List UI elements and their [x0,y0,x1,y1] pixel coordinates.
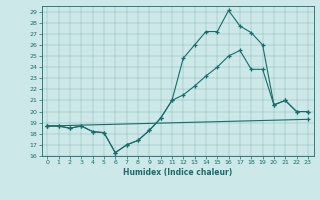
X-axis label: Humidex (Indice chaleur): Humidex (Indice chaleur) [123,168,232,177]
